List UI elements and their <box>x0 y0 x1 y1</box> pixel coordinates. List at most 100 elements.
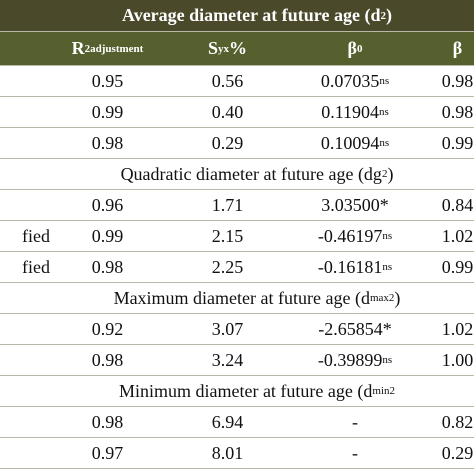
b0-value: -0.39899 <box>317 349 383 370</box>
text: Maximum diameter at future age (d <box>113 287 370 308</box>
row-label: fied <box>22 256 50 277</box>
cell: 1.02 <box>420 314 474 344</box>
cell: 0.29 <box>420 438 474 468</box>
cell: 1.02 <box>420 221 474 251</box>
b1-value: 0.84 <box>441 194 474 215</box>
cell: 0.40 <box>165 97 290 127</box>
b0-value: -0.16181 <box>317 256 383 277</box>
b0-value: 3.03500* <box>321 194 389 215</box>
table-row: 0.92 3.07 -2.65854* 1.02 <box>0 314 474 345</box>
row-label: fied <box>22 225 50 246</box>
b1-value: 0.98 <box>441 70 474 91</box>
syx-value: 1.71 <box>211 194 244 215</box>
table-row: 0.97 8.01 - 0.29 <box>0 438 474 469</box>
cell: 3.24 <box>165 345 290 375</box>
cell: 0.99 <box>50 97 165 127</box>
cell: R 2 adjustment <box>50 32 165 65</box>
cell: 3.03500* <box>290 190 420 220</box>
cell: 2.15 <box>165 221 290 251</box>
r2-value: 0.98 <box>91 349 124 370</box>
syx-value: 0.29 <box>211 132 244 153</box>
text: β <box>347 38 357 58</box>
cell: 0.99 <box>50 221 165 251</box>
text: % <box>229 38 247 58</box>
subscript: min2 <box>372 385 396 397</box>
cell: -0.46197 ns <box>290 221 420 251</box>
subscript: yx <box>218 42 229 55</box>
cell: 0.29 <box>165 128 290 158</box>
table-row: fied 0.99 2.15 -0.46197 ns 1.02 <box>0 221 474 252</box>
table-row: Maximum diameter at future age (d max2) <box>0 283 474 314</box>
cell: 0.11904 ns <box>290 97 420 127</box>
cell: 0.98 <box>50 345 165 375</box>
significance: ns <box>379 75 390 87</box>
table-row: Average diameter at future age (d 2) <box>0 0 474 32</box>
b1-value: 1.02 <box>441 318 474 339</box>
syx-value: 0.56 <box>211 70 244 91</box>
subscript: 2 <box>381 168 388 180</box>
table-row: 0.98 0.29 0.10094 ns 0.99 <box>0 128 474 159</box>
cell: 0.56 <box>165 66 290 96</box>
b0-value: - <box>352 411 358 432</box>
cell: fied <box>0 252 50 282</box>
syx-value: 6.94 <box>211 411 244 432</box>
b1-value: 0.99 <box>441 132 474 153</box>
text: β <box>452 38 463 58</box>
cell: 0.95 <box>50 66 165 96</box>
cell: 8.01 <box>165 438 290 468</box>
table-row: Quadratic diameter at future age (dg 2) <box>0 159 474 190</box>
table-row: 0.96 1.71 3.03500* 0.84 <box>0 190 474 221</box>
section-title: Quadratic diameter at future age (dg 2) <box>0 159 474 189</box>
b1-value: 0.29 <box>441 442 474 463</box>
r2-value: 0.98 <box>91 256 124 277</box>
subscript: 0 <box>356 42 363 55</box>
subscript: max2 <box>369 292 395 304</box>
syx-value: 2.15 <box>211 225 244 246</box>
section-title: Maximum diameter at future age (d max2) <box>0 283 474 313</box>
cell: 3.07 <box>165 314 290 344</box>
cell: 0.98 <box>50 407 165 437</box>
cell: 0.98 <box>420 66 474 96</box>
cell: 0.98 <box>420 97 474 127</box>
table-row: fied 0.98 2.25 -0.16181 ns 0.99 <box>0 252 474 283</box>
cell: 2.25 <box>165 252 290 282</box>
subscript: 2 <box>380 9 386 22</box>
cell: -0.39899 ns <box>290 345 420 375</box>
cell: 0.07035 ns <box>290 66 420 96</box>
b0-value: -2.65854* <box>318 318 392 339</box>
r2-value: 0.92 <box>91 318 124 339</box>
r2-value: 0.98 <box>91 132 124 153</box>
syx-value: 0.40 <box>211 101 244 122</box>
b0-value: -0.46197 <box>317 225 383 246</box>
cell: - <box>290 407 420 437</box>
cell: 0.10094 ns <box>290 128 420 158</box>
cell: 0.84 <box>420 190 474 220</box>
significance: ns <box>382 261 393 273</box>
syx-value: 8.01 <box>211 442 244 463</box>
section-title: Average diameter at future age (d 2) <box>0 0 474 31</box>
syx-value: 3.07 <box>211 318 244 339</box>
syx-value: 2.25 <box>211 256 244 277</box>
b1-value: 1.00 <box>441 349 474 370</box>
table-row: 0.95 0.56 0.07035 ns 0.98 <box>0 66 474 97</box>
table-row: 0.99 0.40 0.11904 ns 0.98 <box>0 97 474 128</box>
b0-value: 0.07035 <box>320 70 380 91</box>
cell: 0.82 <box>420 407 474 437</box>
syx-value: 3.24 <box>211 349 244 370</box>
table-row: Minimum diameter at future age (d min2 <box>0 376 474 407</box>
significance: ns <box>379 106 389 118</box>
r2-value: 0.99 <box>91 225 124 246</box>
b1-value: 0.82 <box>441 411 474 432</box>
b0-value: - <box>352 442 358 463</box>
text: Minimum diameter at future age (d <box>118 380 373 401</box>
text: Quadratic diameter at future age (dg <box>120 163 382 184</box>
cell: 0.99 <box>420 252 474 282</box>
cell: - <box>290 438 420 468</box>
cell: -2.65854* <box>290 314 420 344</box>
r2-value: 0.98 <box>91 411 124 432</box>
significance: ns <box>382 230 393 242</box>
b0-value: 0.11904 <box>321 101 380 122</box>
